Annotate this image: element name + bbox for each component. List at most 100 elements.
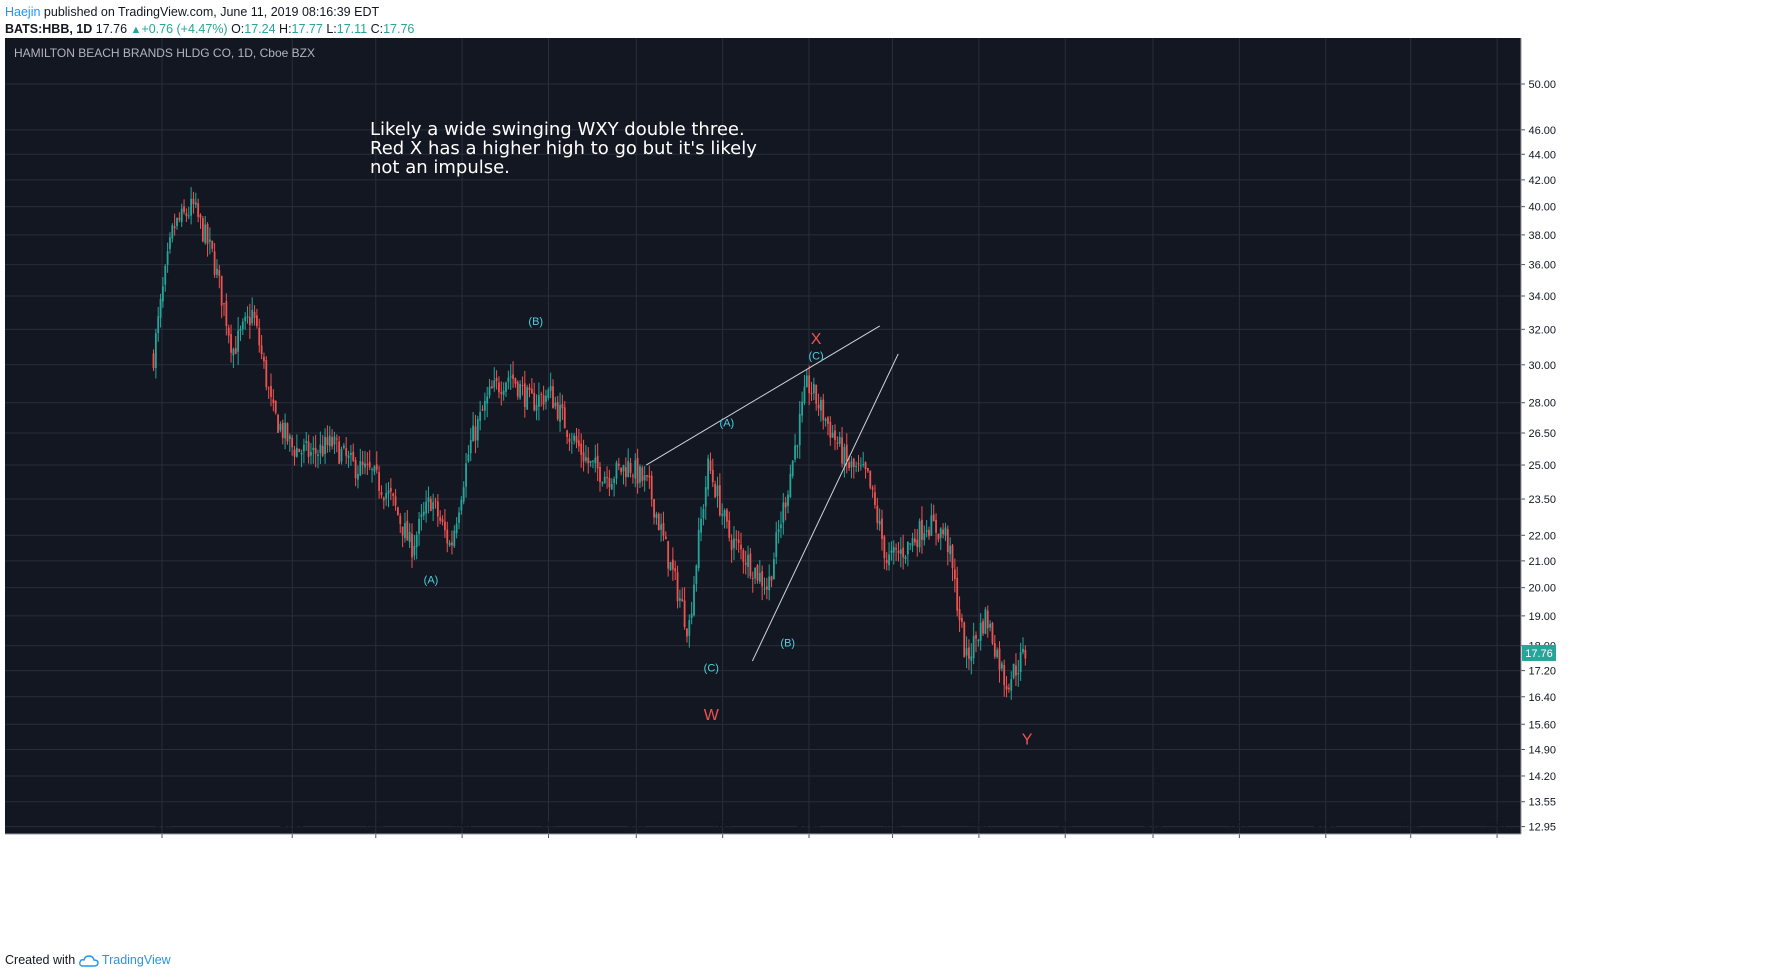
degree-label: X (811, 331, 822, 348)
candle-body (878, 520, 881, 525)
candle-body (563, 407, 566, 429)
candle-body (361, 461, 364, 466)
candle-body (674, 568, 677, 572)
candle-body (996, 649, 999, 658)
candle-body (601, 482, 604, 484)
candle-body (874, 492, 876, 506)
candle-body (998, 648, 1001, 670)
candle-body (422, 511, 425, 516)
candle-body (914, 538, 916, 543)
candle-body (608, 477, 611, 488)
candle-body (850, 461, 853, 468)
author-link[interactable]: Haejin (5, 5, 41, 19)
candle-body (918, 521, 921, 548)
candle-body (624, 467, 627, 478)
candle-body (404, 523, 406, 539)
candle-body (693, 584, 695, 616)
candle-body (610, 483, 613, 490)
candle-body (716, 485, 719, 497)
candle-body (528, 387, 531, 391)
candle-body (662, 523, 665, 536)
candle-body (657, 513, 660, 531)
candle-body (953, 569, 956, 580)
candle-body (507, 377, 510, 382)
candle-body (540, 393, 543, 395)
y-tick-label: 32.00 (1528, 324, 1556, 336)
grid-lines (5, 38, 1521, 834)
candle-body (185, 213, 188, 217)
candle-body (810, 392, 813, 395)
candle-body (425, 501, 428, 514)
candle-body (455, 523, 458, 534)
candle-body (554, 402, 557, 407)
tradingview-brand-link[interactable]: TradingView (101, 953, 171, 967)
y-tick-label: 14.20 (1528, 771, 1556, 783)
candle-body (721, 513, 724, 516)
candle-body (173, 226, 176, 229)
y-tick-label: 38.00 (1528, 230, 1556, 242)
candle-body (495, 378, 498, 382)
candle-body (162, 286, 164, 302)
candle-body (159, 298, 162, 318)
candle-body (895, 548, 898, 550)
candle-body (869, 470, 872, 488)
degree-label: W (704, 707, 720, 724)
candle-body (192, 198, 195, 205)
symbol-label: BATS:HBB, 1D (5, 22, 93, 36)
publish-text: published on TradingView.com, June 11, 2… (43, 5, 380, 19)
candle-body (740, 544, 742, 550)
candle-body (615, 462, 618, 479)
candle-body (523, 383, 526, 408)
candle-body (704, 487, 707, 507)
y-tick-label: 30.00 (1528, 360, 1556, 372)
wave-label: (A) (424, 574, 439, 586)
candle-body (237, 330, 240, 352)
candle-body (357, 473, 359, 480)
candle-body (606, 477, 608, 479)
candle-body (420, 514, 423, 518)
candle-body (972, 635, 975, 659)
candle-body (580, 443, 583, 455)
candle-body (248, 317, 251, 326)
candle-body (474, 426, 477, 441)
candle-body (888, 554, 890, 566)
candle-body (220, 275, 223, 306)
candle-body (448, 543, 451, 546)
high-label: H: (279, 22, 292, 36)
candle-body (831, 432, 834, 438)
candle-body (829, 421, 832, 438)
close-value: 17.76 (383, 22, 415, 36)
candle-body (902, 547, 905, 558)
candle-body (881, 518, 883, 539)
candle-body (295, 447, 298, 457)
candle-body (838, 437, 841, 444)
candle-body (291, 437, 294, 448)
plot-area[interactable] (5, 38, 1521, 834)
candle-body (441, 519, 444, 523)
candle-body (975, 635, 977, 639)
candle-body (209, 239, 211, 242)
candle-body (281, 422, 284, 439)
candle-body (671, 559, 674, 570)
x-tick-label: Sep (626, 818, 646, 830)
created-with-text: Created with (5, 953, 76, 967)
candle-body (923, 533, 926, 541)
candles (152, 187, 1027, 700)
candle-body (277, 414, 279, 433)
candle-body (733, 538, 735, 549)
candle-body (340, 449, 343, 462)
candle-body (690, 613, 693, 619)
candle-body (636, 457, 639, 484)
trendline[interactable] (751, 353, 899, 662)
trendline[interactable] (645, 325, 881, 466)
x-tick-label: Mar (883, 818, 902, 830)
candle-body (613, 479, 616, 483)
candle-body (227, 327, 230, 336)
trendlines (645, 325, 899, 662)
candle-body (187, 215, 190, 217)
candle-body (397, 507, 399, 515)
candle-body (765, 586, 768, 590)
candle-body (234, 348, 237, 354)
candle-body (892, 547, 895, 553)
